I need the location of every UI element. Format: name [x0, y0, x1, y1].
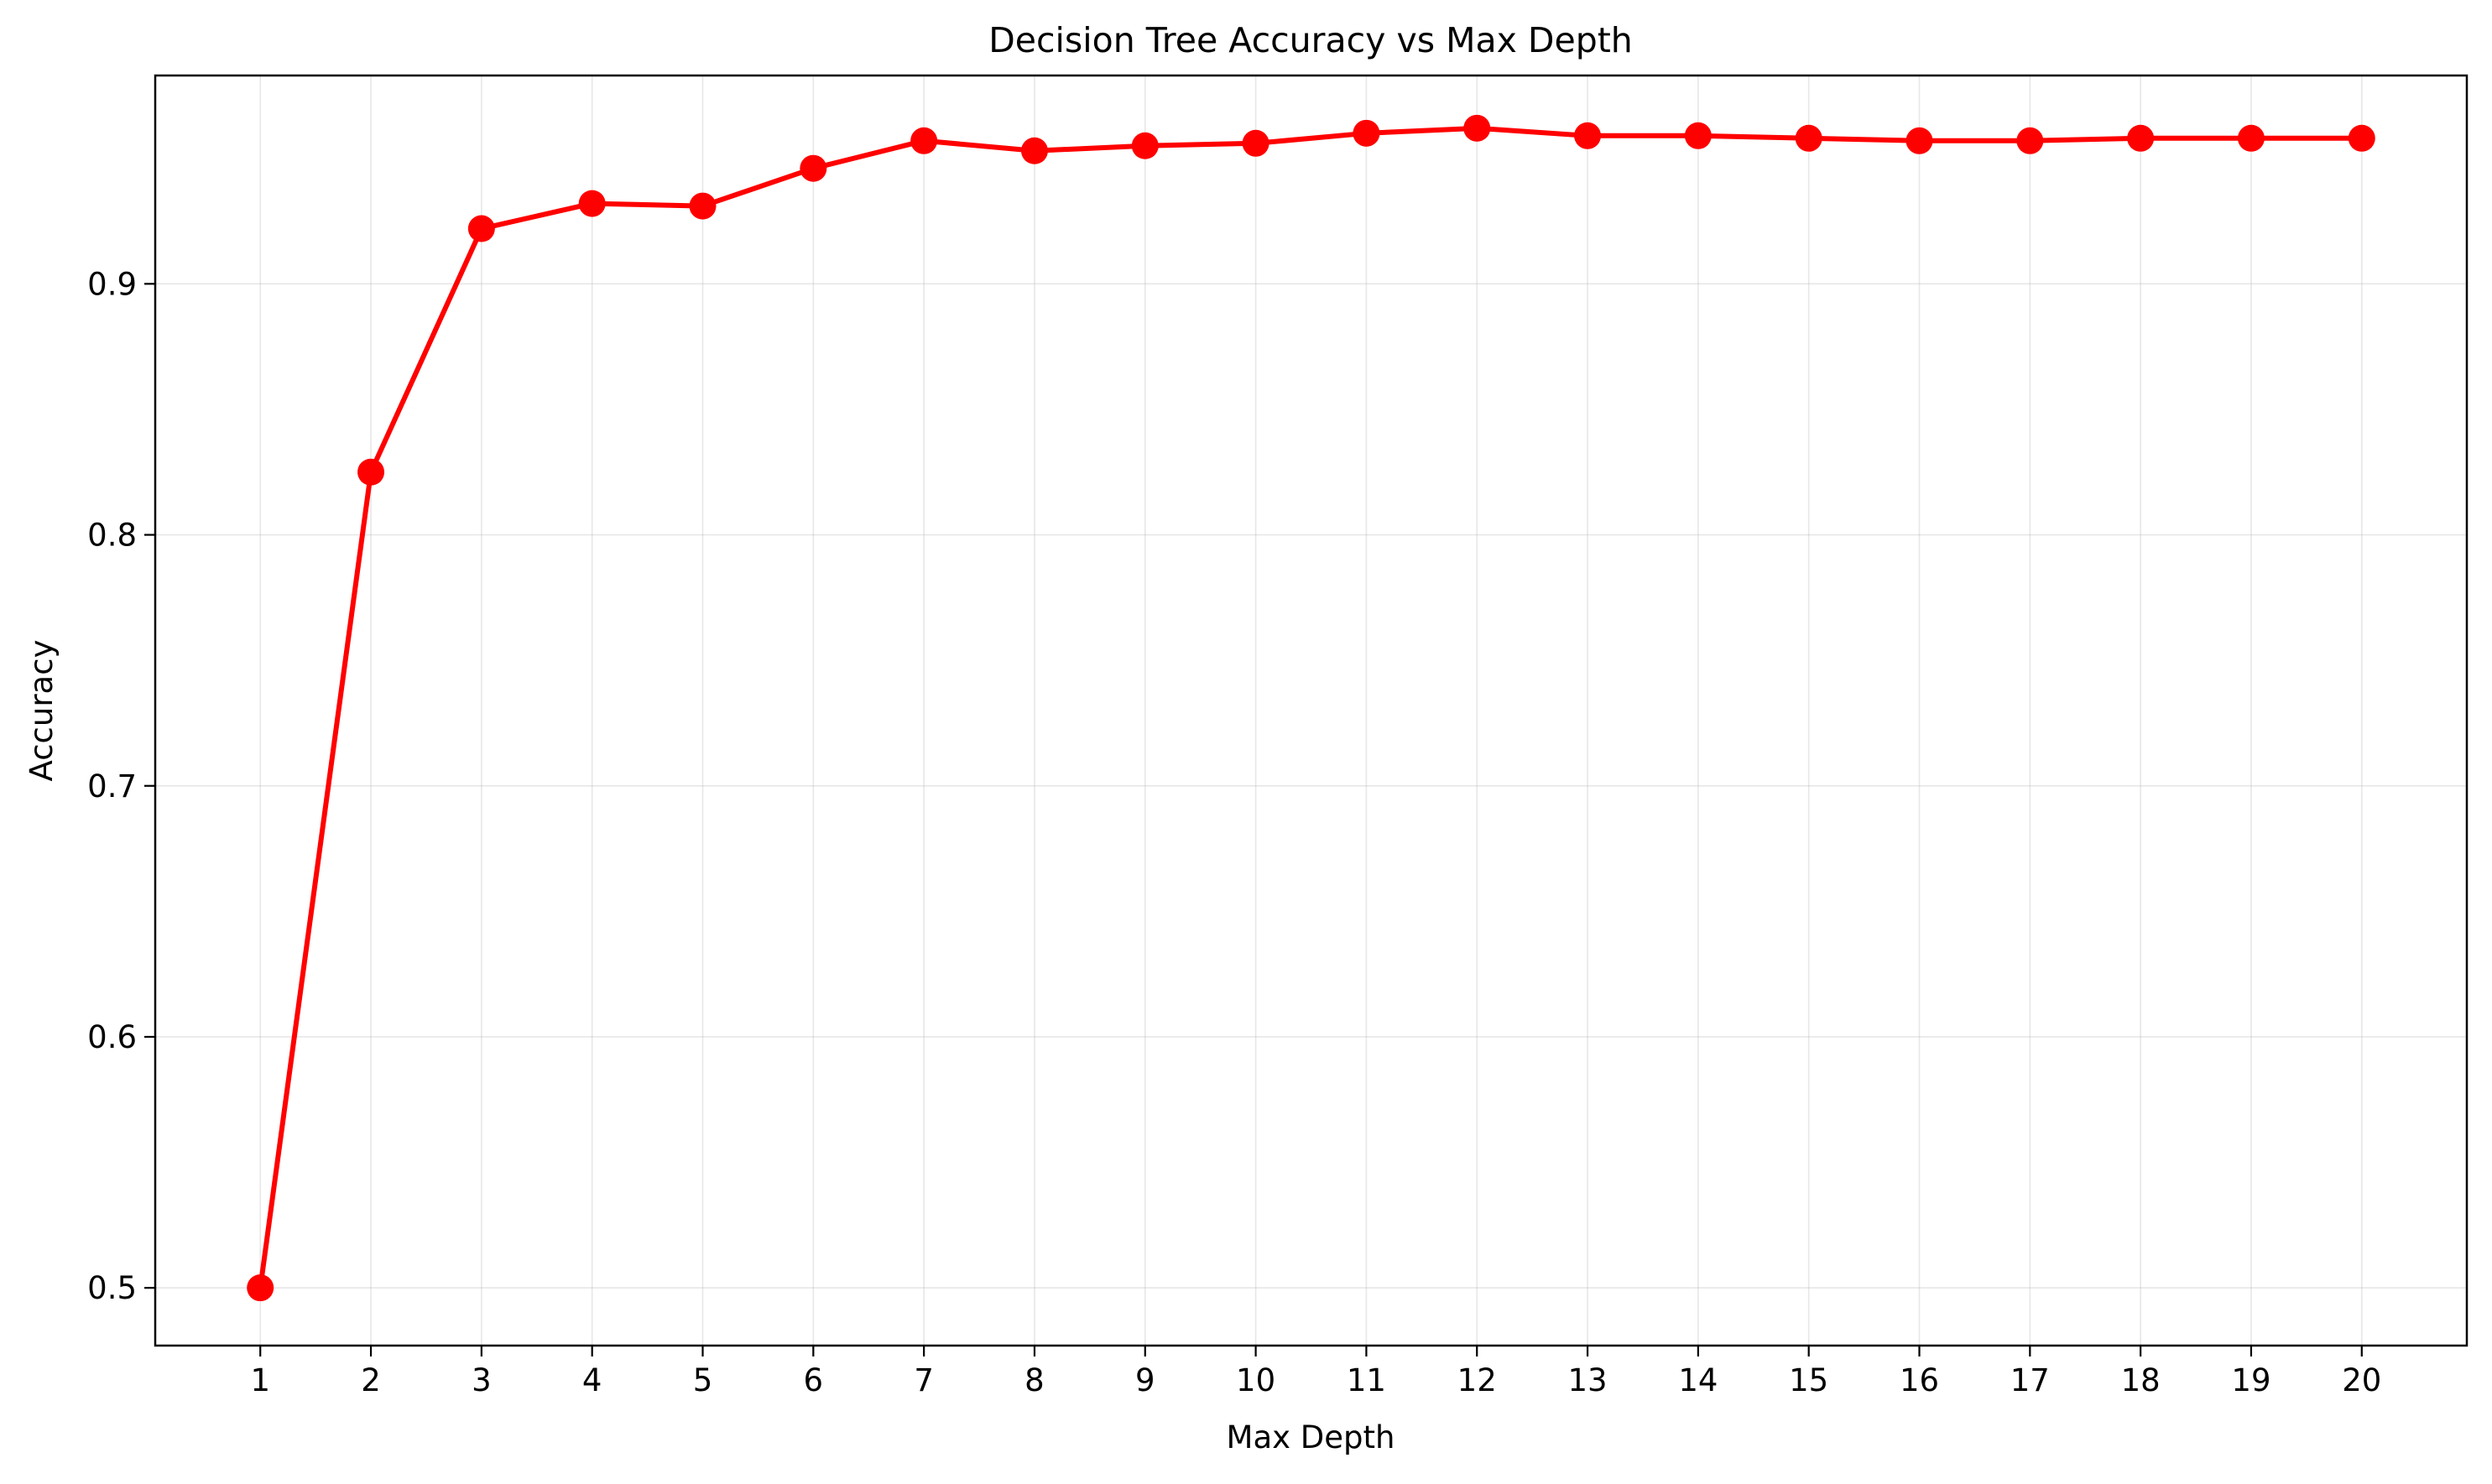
x-tick-label: 13: [1567, 1362, 1607, 1398]
x-tick-label: 1: [250, 1362, 270, 1398]
x-tick-label: 16: [1900, 1362, 1939, 1398]
x-tick-label: 6: [804, 1362, 824, 1398]
data-point: [1684, 122, 1712, 149]
series-line: [258, 125, 2364, 1291]
data-point: [1795, 124, 1822, 152]
chart-title: Decision Tree Accuracy vs Max Depth: [988, 20, 1633, 60]
x-tick-label: 2: [361, 1362, 381, 1398]
data-point: [467, 215, 495, 242]
data-point: [247, 1274, 274, 1302]
x-tick-label: 14: [1678, 1362, 1718, 1398]
x-tick-label: 9: [1135, 1362, 1155, 1398]
y-tick-label: 0.9: [87, 266, 137, 302]
plot-area-frame: [154, 74, 2469, 1347]
data-point: [2237, 124, 2265, 152]
axes-layer: 1 2 3 4 5 6 7 8 9 10 11 12 13 14 15 16 17 18 19 200.50.60.7…: [87, 266, 2381, 1398]
x-tick-label: 10: [1236, 1362, 1275, 1398]
x-tick-label: 15: [1789, 1362, 1828, 1398]
y-tick-label: 0.7: [87, 768, 137, 804]
y-tick-label: 0.5: [87, 1270, 137, 1306]
data-point: [2127, 124, 2155, 152]
y-tick-label: 0.8: [87, 518, 137, 554]
series-layer: [247, 114, 2375, 1302]
y-tick-label: 0.6: [87, 1019, 137, 1055]
x-tick-label: 3: [472, 1362, 492, 1398]
x-tick-label: 18: [2121, 1362, 2161, 1398]
x-tick-label: 20: [2342, 1362, 2381, 1398]
x-tick-label: 7: [914, 1362, 934, 1398]
data-point: [689, 192, 717, 220]
y-axis-label: Accuracy: [23, 640, 60, 782]
data-point: [578, 190, 606, 217]
data-point: [1574, 122, 1602, 149]
data-point: [1463, 114, 1491, 142]
data-point: [910, 127, 938, 154]
data-point: [800, 154, 827, 182]
data-point: [1905, 127, 1933, 154]
data-point: [357, 458, 385, 486]
x-axis-label: Max Depth: [1227, 1419, 1395, 1455]
grid-layer: [155, 76, 2467, 1346]
x-tick-label: 11: [1347, 1362, 1386, 1398]
data-point: [1353, 119, 1380, 147]
data-point: [2348, 124, 2375, 152]
data-point: [1020, 137, 1048, 164]
x-tick-label: 5: [693, 1362, 713, 1398]
x-tick-label: 19: [2231, 1362, 2270, 1398]
x-tick-label: 8: [1024, 1362, 1045, 1398]
x-tick-label: 12: [1457, 1362, 1497, 1398]
data-point: [1242, 129, 1269, 157]
x-tick-label: 17: [2010, 1362, 2050, 1398]
data-point: [2016, 127, 2044, 154]
x-tick-label: 4: [582, 1362, 602, 1398]
data-point: [1131, 132, 1159, 159]
